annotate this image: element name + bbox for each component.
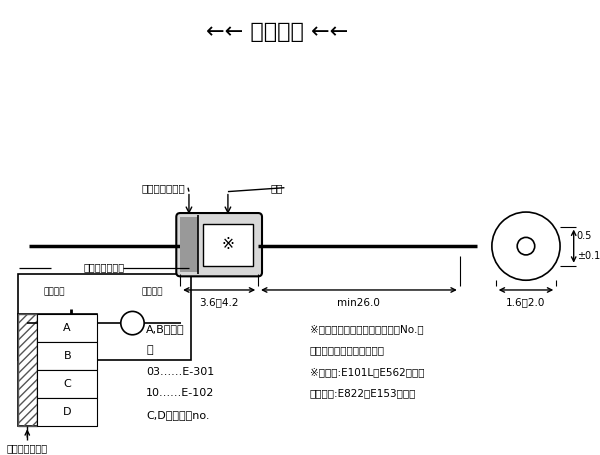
- Text: min26.0: min26.0: [337, 298, 380, 308]
- Bar: [37, 370, 97, 398]
- Text: 上図の様に表示します。: 上図の様に表示します。: [310, 345, 385, 355]
- FancyBboxPatch shape: [176, 213, 262, 276]
- Text: ±0.1: ±0.1: [577, 251, 600, 261]
- Circle shape: [121, 311, 144, 335]
- Text: 10……E-102: 10……E-102: [146, 388, 214, 398]
- Text: カソードマーク: カソードマーク: [7, 443, 48, 453]
- Text: ※捺印色:E101L〜E562は黒色: ※捺印色:E101L〜E562は黒色: [310, 367, 424, 377]
- Text: A: A: [64, 324, 71, 334]
- Text: ←← 電流方向 ←←: ←← 電流方向 ←←: [206, 22, 349, 42]
- Text: C: C: [64, 379, 71, 389]
- Text: カソードマーク: カソードマーク: [141, 183, 185, 193]
- Text: シンボルマーク: シンボルマーク: [83, 263, 125, 273]
- Text: A,Bは形名: A,Bは形名: [146, 324, 185, 334]
- Text: ※: ※: [221, 237, 235, 252]
- Circle shape: [517, 238, 535, 255]
- Text: 03……E-301: 03……E-301: [146, 367, 214, 377]
- Text: 3.6〜4.2: 3.6〜4.2: [199, 298, 239, 308]
- Text: 例: 例: [146, 345, 153, 355]
- Text: :E822〜E153は青色: :E822〜E153は青色: [310, 388, 416, 398]
- Text: アノード: アノード: [141, 288, 163, 296]
- Text: 1.6〜2.0: 1.6〜2.0: [506, 298, 545, 308]
- Bar: [37, 342, 97, 370]
- Text: B: B: [64, 351, 71, 361]
- Text: ※捺印の位置に形名及びロットNo.を: ※捺印の位置に形名及びロットNo.を: [310, 324, 424, 334]
- Bar: [17, 274, 191, 360]
- Bar: [17, 314, 37, 426]
- Text: カソード: カソード: [44, 288, 65, 296]
- Bar: [37, 314, 97, 342]
- Bar: [203, 224, 253, 266]
- Bar: [180, 217, 198, 273]
- Text: 0.5: 0.5: [577, 232, 592, 242]
- Bar: [17, 314, 97, 426]
- Circle shape: [492, 212, 560, 280]
- Bar: [37, 398, 97, 426]
- Text: 捺印: 捺印: [271, 183, 283, 193]
- Text: C,Dはロットno.: C,Dはロットno.: [146, 410, 209, 420]
- Text: D: D: [63, 407, 71, 417]
